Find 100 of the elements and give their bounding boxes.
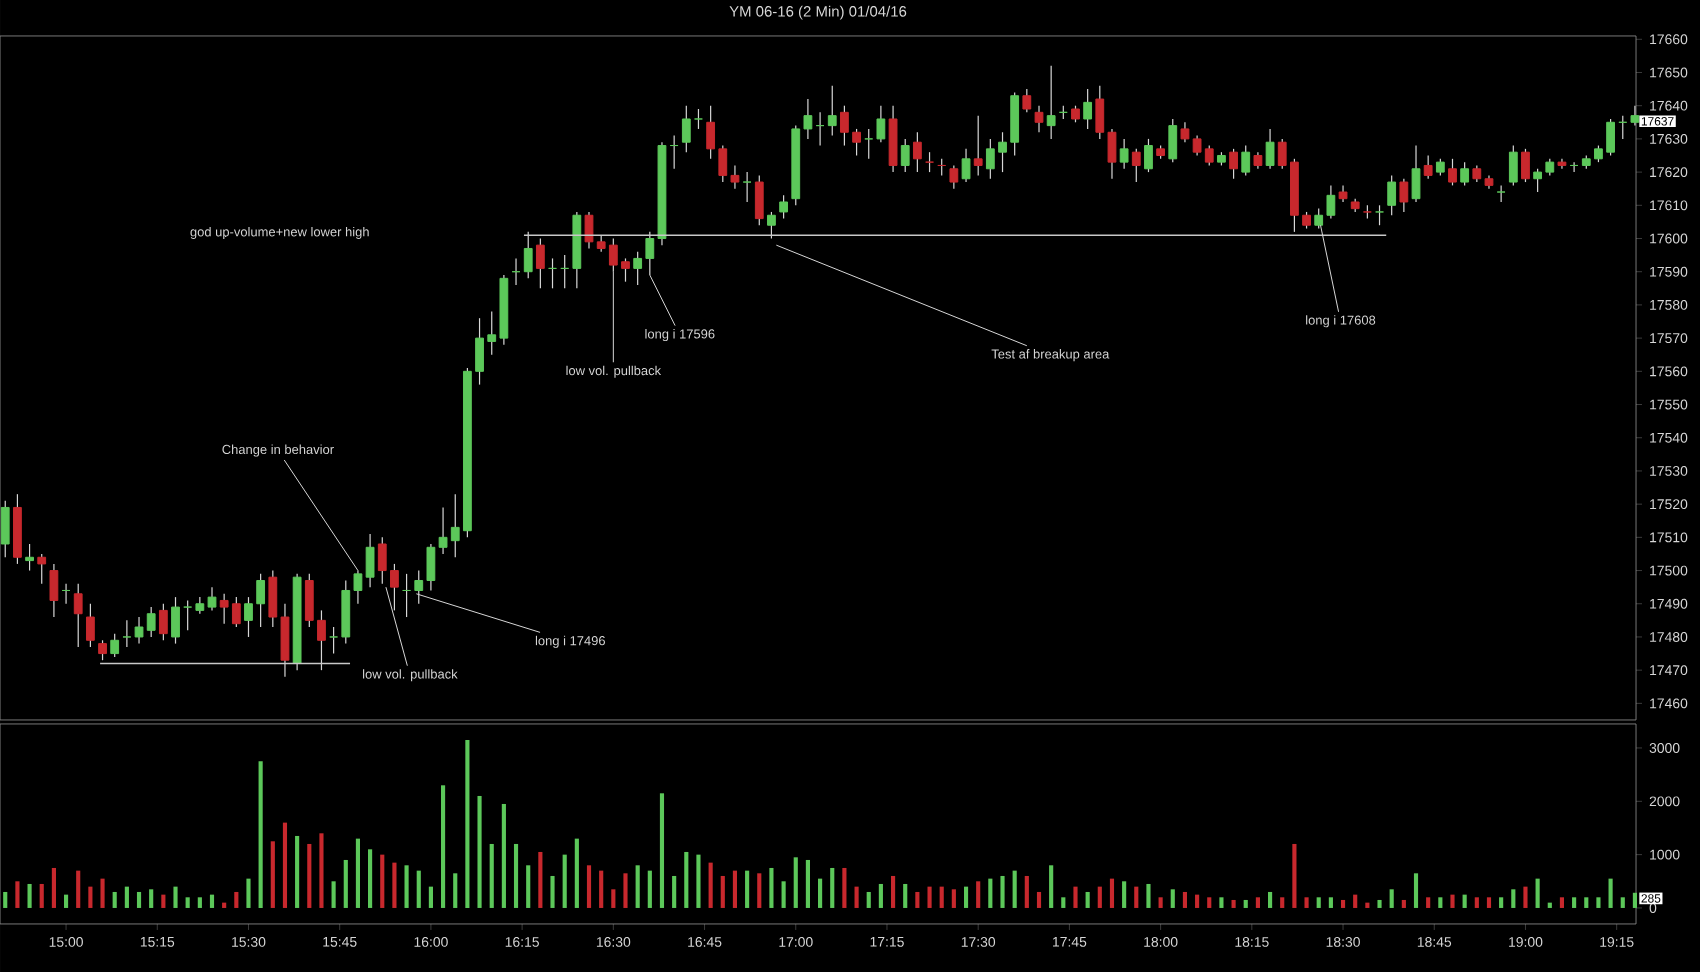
bar bbox=[1499, 897, 1504, 908]
bar bbox=[1535, 878, 1540, 908]
candlestick bbox=[1411, 144, 1421, 203]
candlestick bbox=[535, 237, 545, 289]
bar bbox=[732, 870, 738, 908]
bar bbox=[611, 889, 616, 908]
candlestick bbox=[110, 633, 120, 658]
bar bbox=[465, 739, 470, 908]
candlestick bbox=[1423, 154, 1433, 180]
bar bbox=[1547, 902, 1552, 908]
candlestick bbox=[365, 533, 375, 588]
candlestick bbox=[1508, 144, 1518, 186]
candlestick bbox=[961, 148, 971, 183]
candlestick bbox=[1022, 88, 1032, 113]
bar bbox=[1559, 897, 1565, 908]
bar bbox=[1438, 897, 1443, 908]
bar bbox=[1389, 889, 1394, 908]
bar bbox=[392, 862, 397, 908]
candlestick bbox=[1265, 128, 1275, 170]
bar bbox=[599, 870, 604, 908]
candlestick bbox=[1399, 178, 1409, 213]
bar bbox=[1195, 894, 1200, 908]
candlestick bbox=[767, 211, 776, 240]
bar bbox=[574, 838, 579, 908]
candlestick bbox=[754, 174, 764, 226]
candlestick bbox=[1131, 148, 1141, 183]
bar bbox=[1255, 897, 1260, 908]
candlestick bbox=[827, 85, 837, 137]
bar bbox=[1146, 883, 1151, 908]
bar bbox=[222, 902, 227, 908]
bar bbox=[51, 867, 56, 908]
bar bbox=[161, 894, 166, 908]
bar bbox=[501, 803, 506, 908]
candlestick bbox=[73, 583, 83, 648]
bar bbox=[976, 881, 981, 908]
bar bbox=[136, 891, 142, 908]
bar bbox=[951, 889, 956, 908]
bar bbox=[1365, 902, 1370, 908]
bar bbox=[197, 897, 202, 908]
bar bbox=[1024, 875, 1029, 908]
candlestick bbox=[1034, 105, 1044, 133]
bar bbox=[270, 841, 275, 908]
bar bbox=[1122, 881, 1127, 908]
bar bbox=[1486, 897, 1492, 908]
candlestick bbox=[25, 543, 34, 572]
bar bbox=[1572, 897, 1577, 908]
bar bbox=[1632, 892, 1637, 908]
bar bbox=[526, 865, 531, 908]
bar bbox=[453, 873, 458, 908]
bar bbox=[63, 894, 69, 908]
bar bbox=[1231, 899, 1236, 908]
bar bbox=[76, 870, 81, 908]
bar bbox=[1584, 897, 1589, 908]
bar bbox=[781, 881, 786, 908]
bar bbox=[124, 886, 129, 908]
bar bbox=[708, 862, 713, 908]
candlestick bbox=[973, 115, 983, 177]
bar bbox=[720, 875, 725, 908]
bar bbox=[112, 891, 117, 908]
bar bbox=[1061, 897, 1066, 908]
bar bbox=[368, 849, 373, 908]
candlestick bbox=[681, 105, 691, 153]
bar bbox=[209, 894, 215, 908]
bar bbox=[39, 883, 44, 908]
candlestick bbox=[1229, 148, 1238, 180]
candlestick bbox=[779, 194, 789, 220]
candlestick bbox=[1338, 184, 1348, 203]
bar bbox=[586, 865, 592, 908]
bar bbox=[1280, 897, 1285, 908]
bar bbox=[1316, 897, 1321, 908]
bar bbox=[295, 835, 300, 908]
bar bbox=[562, 854, 567, 908]
bar bbox=[1620, 897, 1625, 908]
bar bbox=[1085, 891, 1090, 908]
bar bbox=[1377, 899, 1382, 908]
bar bbox=[659, 793, 665, 908]
bar bbox=[696, 854, 701, 908]
bar bbox=[100, 878, 105, 908]
bar bbox=[1608, 878, 1613, 908]
candlestick bbox=[86, 603, 95, 648]
candlestick bbox=[171, 596, 180, 645]
bar bbox=[1450, 894, 1455, 908]
bar bbox=[672, 875, 677, 908]
bar bbox=[1134, 886, 1139, 908]
candlestick bbox=[1046, 65, 1056, 140]
bar bbox=[440, 785, 446, 908]
bar bbox=[866, 891, 871, 908]
bar bbox=[1304, 897, 1309, 908]
bar bbox=[647, 870, 652, 908]
candlestick bbox=[98, 639, 107, 661]
candlestick bbox=[1387, 174, 1397, 216]
bar bbox=[939, 886, 944, 908]
bar bbox=[27, 883, 32, 908]
bar bbox=[234, 891, 239, 908]
candlestick bbox=[900, 138, 910, 173]
candlestick bbox=[742, 171, 752, 203]
bar bbox=[550, 875, 555, 908]
bar bbox=[343, 859, 348, 908]
bar bbox=[623, 873, 628, 908]
bar bbox=[818, 878, 823, 908]
